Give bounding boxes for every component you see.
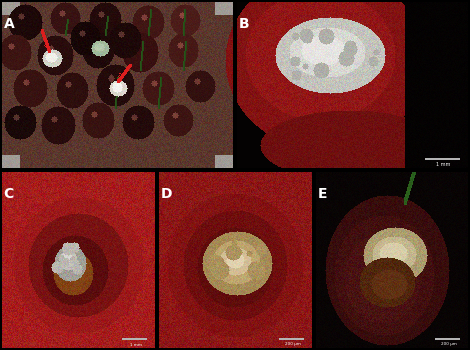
- Text: A: A: [3, 16, 14, 30]
- Text: 200 μm: 200 μm: [284, 343, 300, 346]
- Text: C: C: [3, 187, 14, 201]
- Text: B: B: [238, 16, 249, 30]
- Text: 200 μm: 200 μm: [440, 343, 456, 346]
- Text: 1 mm: 1 mm: [436, 162, 451, 167]
- Text: E: E: [318, 187, 327, 201]
- Text: 1 mm: 1 mm: [130, 343, 141, 346]
- Text: D: D: [160, 187, 172, 201]
